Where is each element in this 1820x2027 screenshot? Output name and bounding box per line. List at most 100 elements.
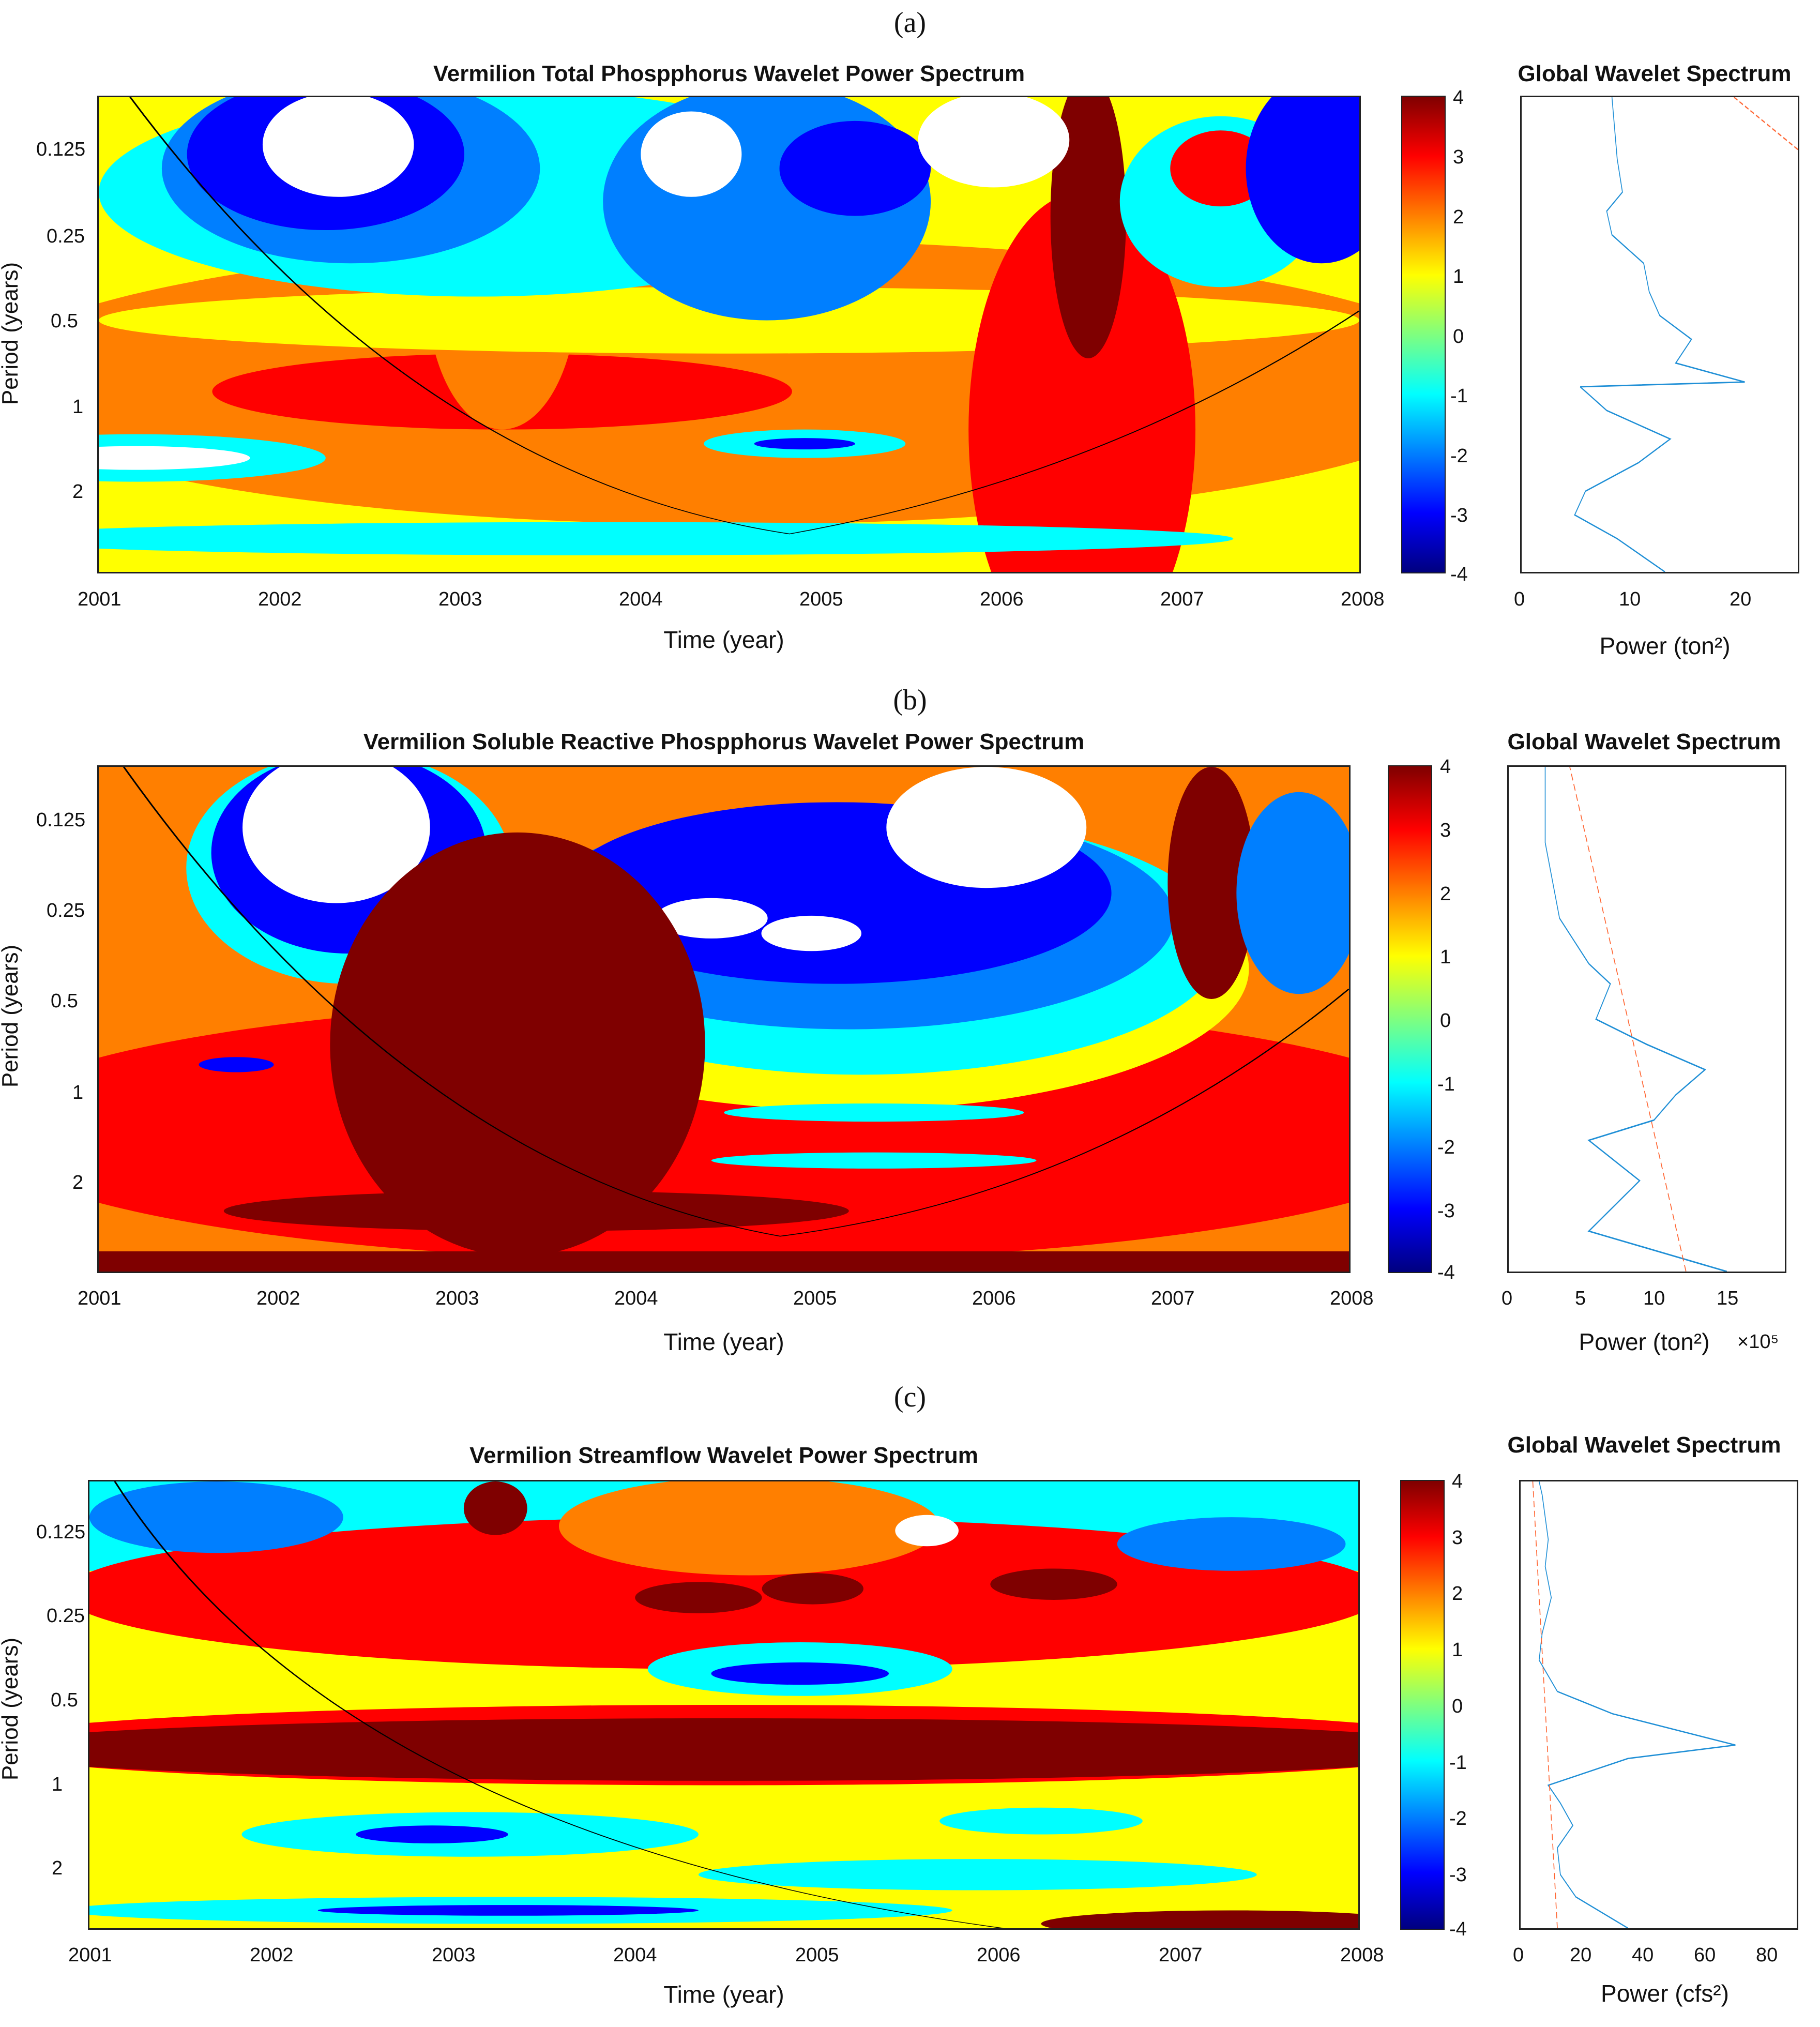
year-tick: 2006: [980, 588, 1024, 610]
power-region: [939, 1807, 1143, 1835]
x-axis-label: Time (year): [663, 626, 784, 653]
year-tick: 2006: [972, 1288, 1016, 1309]
global-power-line: [1544, 767, 1727, 1272]
colorbar-tick: -3: [1437, 1200, 1455, 1222]
x-axis-label: Time (year): [663, 1328, 784, 1355]
power-region: [1246, 97, 1359, 264]
power-tick: 0: [1513, 1944, 1524, 1966]
colorbar-tick: -4: [1450, 564, 1468, 585]
colorbar-tick: 3: [1440, 820, 1451, 841]
period-tick: 1: [72, 1082, 84, 1103]
year-tick: 2003: [432, 1944, 476, 1966]
power-region: [635, 1582, 762, 1613]
power-region: [1167, 767, 1255, 999]
wavelet-plot-frame: [97, 765, 1351, 1273]
colorbar-tick: -1: [1449, 1752, 1467, 1774]
power-tick: 60: [1694, 1944, 1716, 1966]
power-region: [762, 1573, 863, 1605]
power-region: [262, 97, 414, 197]
wavelet-title: Vermilion Soluble Reactive Phospphorus W…: [363, 729, 1085, 754]
x-axis-label: Time (year): [663, 1981, 784, 2008]
year-tick: 2006: [977, 1944, 1021, 1966]
wavelet-title: Vermilion Total Phospphorus Wavelet Powe…: [433, 61, 1025, 86]
colorbar-tick: 4: [1453, 87, 1464, 109]
period-tick: 2: [72, 481, 84, 503]
colorbar-tick: 1: [1453, 266, 1464, 288]
year-tick: 2008: [1330, 1288, 1374, 1309]
period-tick: 0.5: [51, 990, 78, 1012]
power-region: [1170, 130, 1271, 207]
wavelet-power-plot: [99, 767, 1349, 1272]
year-tick: 2007: [1159, 1944, 1203, 1966]
colorbar-tick: 0: [1440, 1010, 1451, 1032]
colorbar-tick: 4: [1440, 756, 1451, 778]
power-region: [779, 120, 931, 216]
year-tick: 2001: [78, 588, 122, 610]
year-tick: 2007: [1160, 588, 1204, 610]
power-region: [886, 767, 1087, 888]
panel-label: (c): [893, 1381, 927, 1413]
power-tick: 10: [1643, 1288, 1665, 1309]
year-tick: 2003: [438, 588, 482, 610]
colorbar-tick: 3: [1452, 1527, 1463, 1549]
power-tick: 20: [1570, 1944, 1592, 1966]
colorbar-tick: 1: [1452, 1639, 1463, 1661]
year-tick: 2005: [793, 1288, 837, 1309]
panel-b: (b) Vermilion Soluble Reactive Phospphor…: [0, 672, 1820, 1365]
power-region: [559, 1481, 940, 1576]
power-region: [99, 446, 250, 470]
y-axis-label: Period (years): [0, 944, 23, 1088]
power-region: [711, 1152, 1037, 1169]
colorbar-tick: -3: [1450, 505, 1468, 526]
year-tick: 2005: [795, 1944, 839, 1966]
power-region: [463, 1481, 527, 1535]
year-tick: 2004: [613, 1944, 657, 1966]
power-region: [223, 1190, 849, 1231]
period-tick: 1: [72, 396, 84, 418]
year-tick: 2004: [619, 588, 663, 610]
colorbar: [1401, 96, 1446, 573]
y-axis-label: Period (years): [0, 262, 23, 405]
period-tick: 2: [52, 1857, 63, 1879]
power-region: [89, 1481, 343, 1553]
power-region: [1050, 97, 1126, 358]
colorbar: [1388, 765, 1432, 1273]
panel-a: (a) Vermilion Total Phospphorus Wavelet …: [0, 0, 1820, 672]
power-region: [317, 1905, 699, 1916]
year-tick: 2005: [799, 588, 843, 610]
colorbar-tick: 1: [1440, 946, 1451, 968]
period-tick: 0.125: [36, 139, 86, 160]
power-tick: 10: [1619, 588, 1641, 610]
colorbar-tick: -2: [1437, 1137, 1455, 1158]
y-axis-label: Period (years): [0, 1637, 23, 1781]
power-region: [761, 915, 861, 951]
power-tick: 40: [1632, 1944, 1654, 1966]
colorbar-tick: 0: [1453, 326, 1464, 347]
wavelet-title: Vermilion Streamflow Wavelet Power Spect…: [469, 1443, 978, 1468]
power-region: [698, 1859, 1257, 1890]
year-tick: 2002: [250, 1944, 294, 1966]
colorbar-tick: -1: [1450, 385, 1468, 407]
global-title: Global Wavelet Spectrum: [1518, 61, 1792, 86]
power-region: [641, 111, 742, 197]
colorbar-tick: -1: [1437, 1073, 1455, 1095]
period-tick: 0.125: [36, 809, 86, 831]
power-region: [711, 1662, 889, 1685]
power-region: [754, 438, 855, 450]
global-title: Global Wavelet Spectrum: [1507, 729, 1781, 754]
power-region: [242, 767, 430, 903]
power-axis-label: Power (ton²): [1579, 1328, 1710, 1355]
power-region: [968, 192, 1195, 572]
colorbar-tick: 2: [1440, 883, 1451, 905]
power-region: [1236, 792, 1349, 994]
colorbar-tick: -3: [1449, 1864, 1467, 1886]
cone-of-influence: [123, 767, 1349, 1237]
significance-line: [1569, 767, 1687, 1272]
wavelet-power-plot: [99, 97, 1359, 572]
year-tick: 2004: [614, 1288, 658, 1309]
power-tick: 0: [1502, 1288, 1513, 1309]
power-axis-label: Power (ton²): [1599, 632, 1731, 659]
year-tick: 2007: [1151, 1288, 1195, 1309]
year-tick: 2001: [68, 1944, 112, 1966]
cone-of-influence: [129, 97, 1359, 535]
